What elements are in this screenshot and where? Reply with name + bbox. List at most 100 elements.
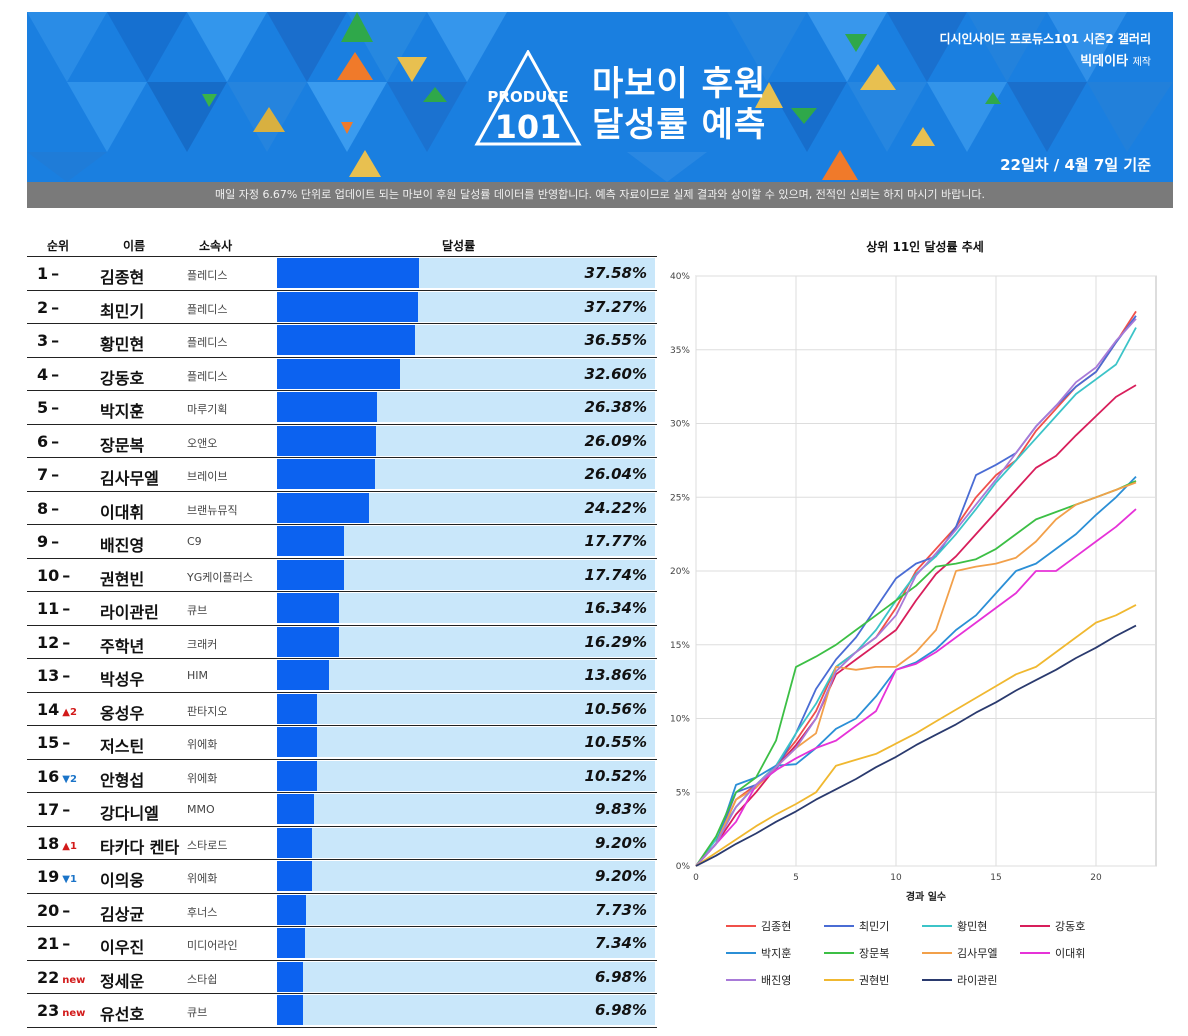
table-row: 16 ▼2 안형섭 위에화 10.52%: [27, 758, 657, 793]
agency-name: 판타지오: [187, 704, 228, 718]
rank-change: ▲2: [62, 706, 77, 718]
x-tick-label: 10: [890, 873, 902, 883]
rate-bar: [277, 727, 317, 757]
table-row: 8– 이대휘 브랜뉴뮤직 24.22%: [27, 490, 657, 525]
rank-number: 14: [37, 699, 60, 719]
table-row: 9– 배진영 C9 17.77%: [27, 524, 657, 558]
rank-change: ▲1: [62, 840, 77, 852]
rate-bar: [277, 660, 330, 690]
table-row: 22 new 정세운 스타쉽 6.98%: [27, 959, 657, 994]
series-line-6: [695, 480, 1137, 867]
rate-value: 24.22%: [584, 498, 647, 517]
table-row: 1– 김종현 플레디스 37.58%: [27, 256, 657, 290]
table-row: 21– 이우진 미디어라인 7.34%: [27, 926, 657, 960]
logo-number-text: 101: [495, 108, 562, 146]
trainee-name: 안형섭: [100, 770, 145, 790]
agency-name: YG케이플러스: [187, 570, 253, 584]
rate-bar: [277, 794, 315, 824]
table-row: 7– 김사무엘 브레이브 26.04%: [27, 457, 657, 491]
table-row: 19 ▼1 이의웅 위에화 9.20%: [27, 859, 657, 893]
rank-number: 6: [37, 431, 49, 451]
rank-cell: 11–: [37, 599, 102, 618]
rank-cell: 5–: [37, 398, 102, 417]
rate-value: 9.20%: [594, 833, 647, 852]
rate-value: 7.34%: [594, 934, 647, 952]
agency-name: 플레디스: [187, 336, 228, 349]
trainee-name: 강다니엘: [100, 804, 159, 823]
rank-cell: 7–: [37, 465, 102, 484]
rate-bar: [277, 325, 416, 355]
series-line-4: [695, 384, 1137, 867]
trainee-name: 박지훈: [100, 402, 145, 421]
rank-cell: 21–: [37, 934, 102, 953]
rank-cell: 1–: [37, 264, 102, 283]
x-axis-label: 경과 일수: [906, 890, 946, 903]
rate-bar: [277, 961, 304, 992]
rank-change: ▼2: [62, 773, 77, 785]
series-line-11: [695, 624, 1137, 867]
agency-name: 미디어라인: [187, 939, 238, 952]
rank-change: –: [62, 800, 71, 819]
series-line-9: [695, 318, 1137, 867]
rate-value: 9.83%: [594, 800, 647, 818]
rank-cell: 13–: [37, 666, 102, 685]
rank-cell: 9–: [37, 532, 102, 551]
rate-bar: [277, 559, 345, 590]
table-row: 14 ▲2 옹성우 판타지오 10.56%: [27, 691, 657, 726]
rate-bar-track: 17.77%: [277, 526, 655, 556]
rate-bar: [277, 459, 376, 489]
rate-value: 9.20%: [594, 867, 647, 885]
rank-number: 15: [37, 733, 60, 752]
trainee-name: 최민기: [100, 301, 145, 321]
table-row: 10– 권현빈 YG케이플러스 17.74%: [27, 557, 657, 592]
rate-value: 26.38%: [584, 398, 647, 416]
rank-cell: 17–: [37, 800, 102, 819]
rate-bar: [277, 492, 369, 523]
rate-bar: [277, 995, 304, 1025]
rate-bar-track: 6.98%: [277, 961, 655, 992]
trainee-name: 저스틴: [100, 737, 145, 756]
legend-label: 최민기: [859, 920, 889, 933]
rank-number: 12: [37, 632, 60, 652]
rank-number: 10: [37, 565, 60, 585]
rank-cell: 18 ▲1: [37, 834, 102, 853]
rank-number: 5: [37, 398, 49, 417]
trainee-name: 정세운: [100, 971, 145, 991]
trainee-name: 김종현: [100, 268, 145, 287]
rate-bar-track: 37.58%: [277, 258, 655, 288]
rate-value: 37.58%: [584, 264, 647, 282]
y-tick-label: 25%: [670, 493, 690, 503]
agency-name: 플레디스: [187, 302, 228, 316]
rank-cell: 15–: [37, 733, 102, 752]
rank-change: –: [62, 934, 71, 953]
series-line-8: [695, 508, 1137, 867]
rate-bar: [277, 827, 312, 858]
y-tick-label: 35%: [670, 346, 690, 356]
agency-name: 크래커: [187, 637, 218, 651]
rate-bar: [277, 291, 418, 322]
banner: PRODUCE 101 마보이 후원 달성률 예측 디시인사이드 프로듀스101…: [27, 12, 1173, 182]
rate-value: 6.98%: [594, 1001, 647, 1019]
rank-cell: 3–: [37, 331, 102, 350]
rank-change: –: [62, 900, 71, 920]
agency-name: 큐브: [187, 1006, 208, 1019]
y-tick-label: 5%: [676, 788, 691, 798]
agency-name: 브랜뉴뮤직: [187, 503, 238, 517]
rate-bar-track: 10.52%: [277, 760, 655, 791]
legend-label: 김사무엘: [957, 947, 997, 960]
rank-number: 19: [37, 867, 60, 886]
rank-change: –: [51, 532, 60, 551]
source-gallery-text: 디시인사이드 프로듀스101 시즌2 갤러리: [939, 32, 1151, 46]
rate-bar: [277, 593, 339, 623]
trainee-name: 박성우: [100, 670, 145, 689]
table-row: 17– 강다니엘 MMO 9.83%: [27, 792, 657, 826]
rate-value: 13.86%: [584, 666, 647, 684]
legend-label: 배진영: [761, 974, 791, 987]
x-tick-label: 0: [693, 873, 699, 883]
trainee-name: 권현빈: [100, 569, 145, 589]
rate-value: 10.55%: [584, 733, 647, 751]
rate-bar: [277, 526, 345, 556]
rate-bar-track: 9.83%: [277, 794, 655, 824]
header-agency: 소속사: [199, 239, 233, 253]
rank-number: 7: [37, 465, 49, 484]
